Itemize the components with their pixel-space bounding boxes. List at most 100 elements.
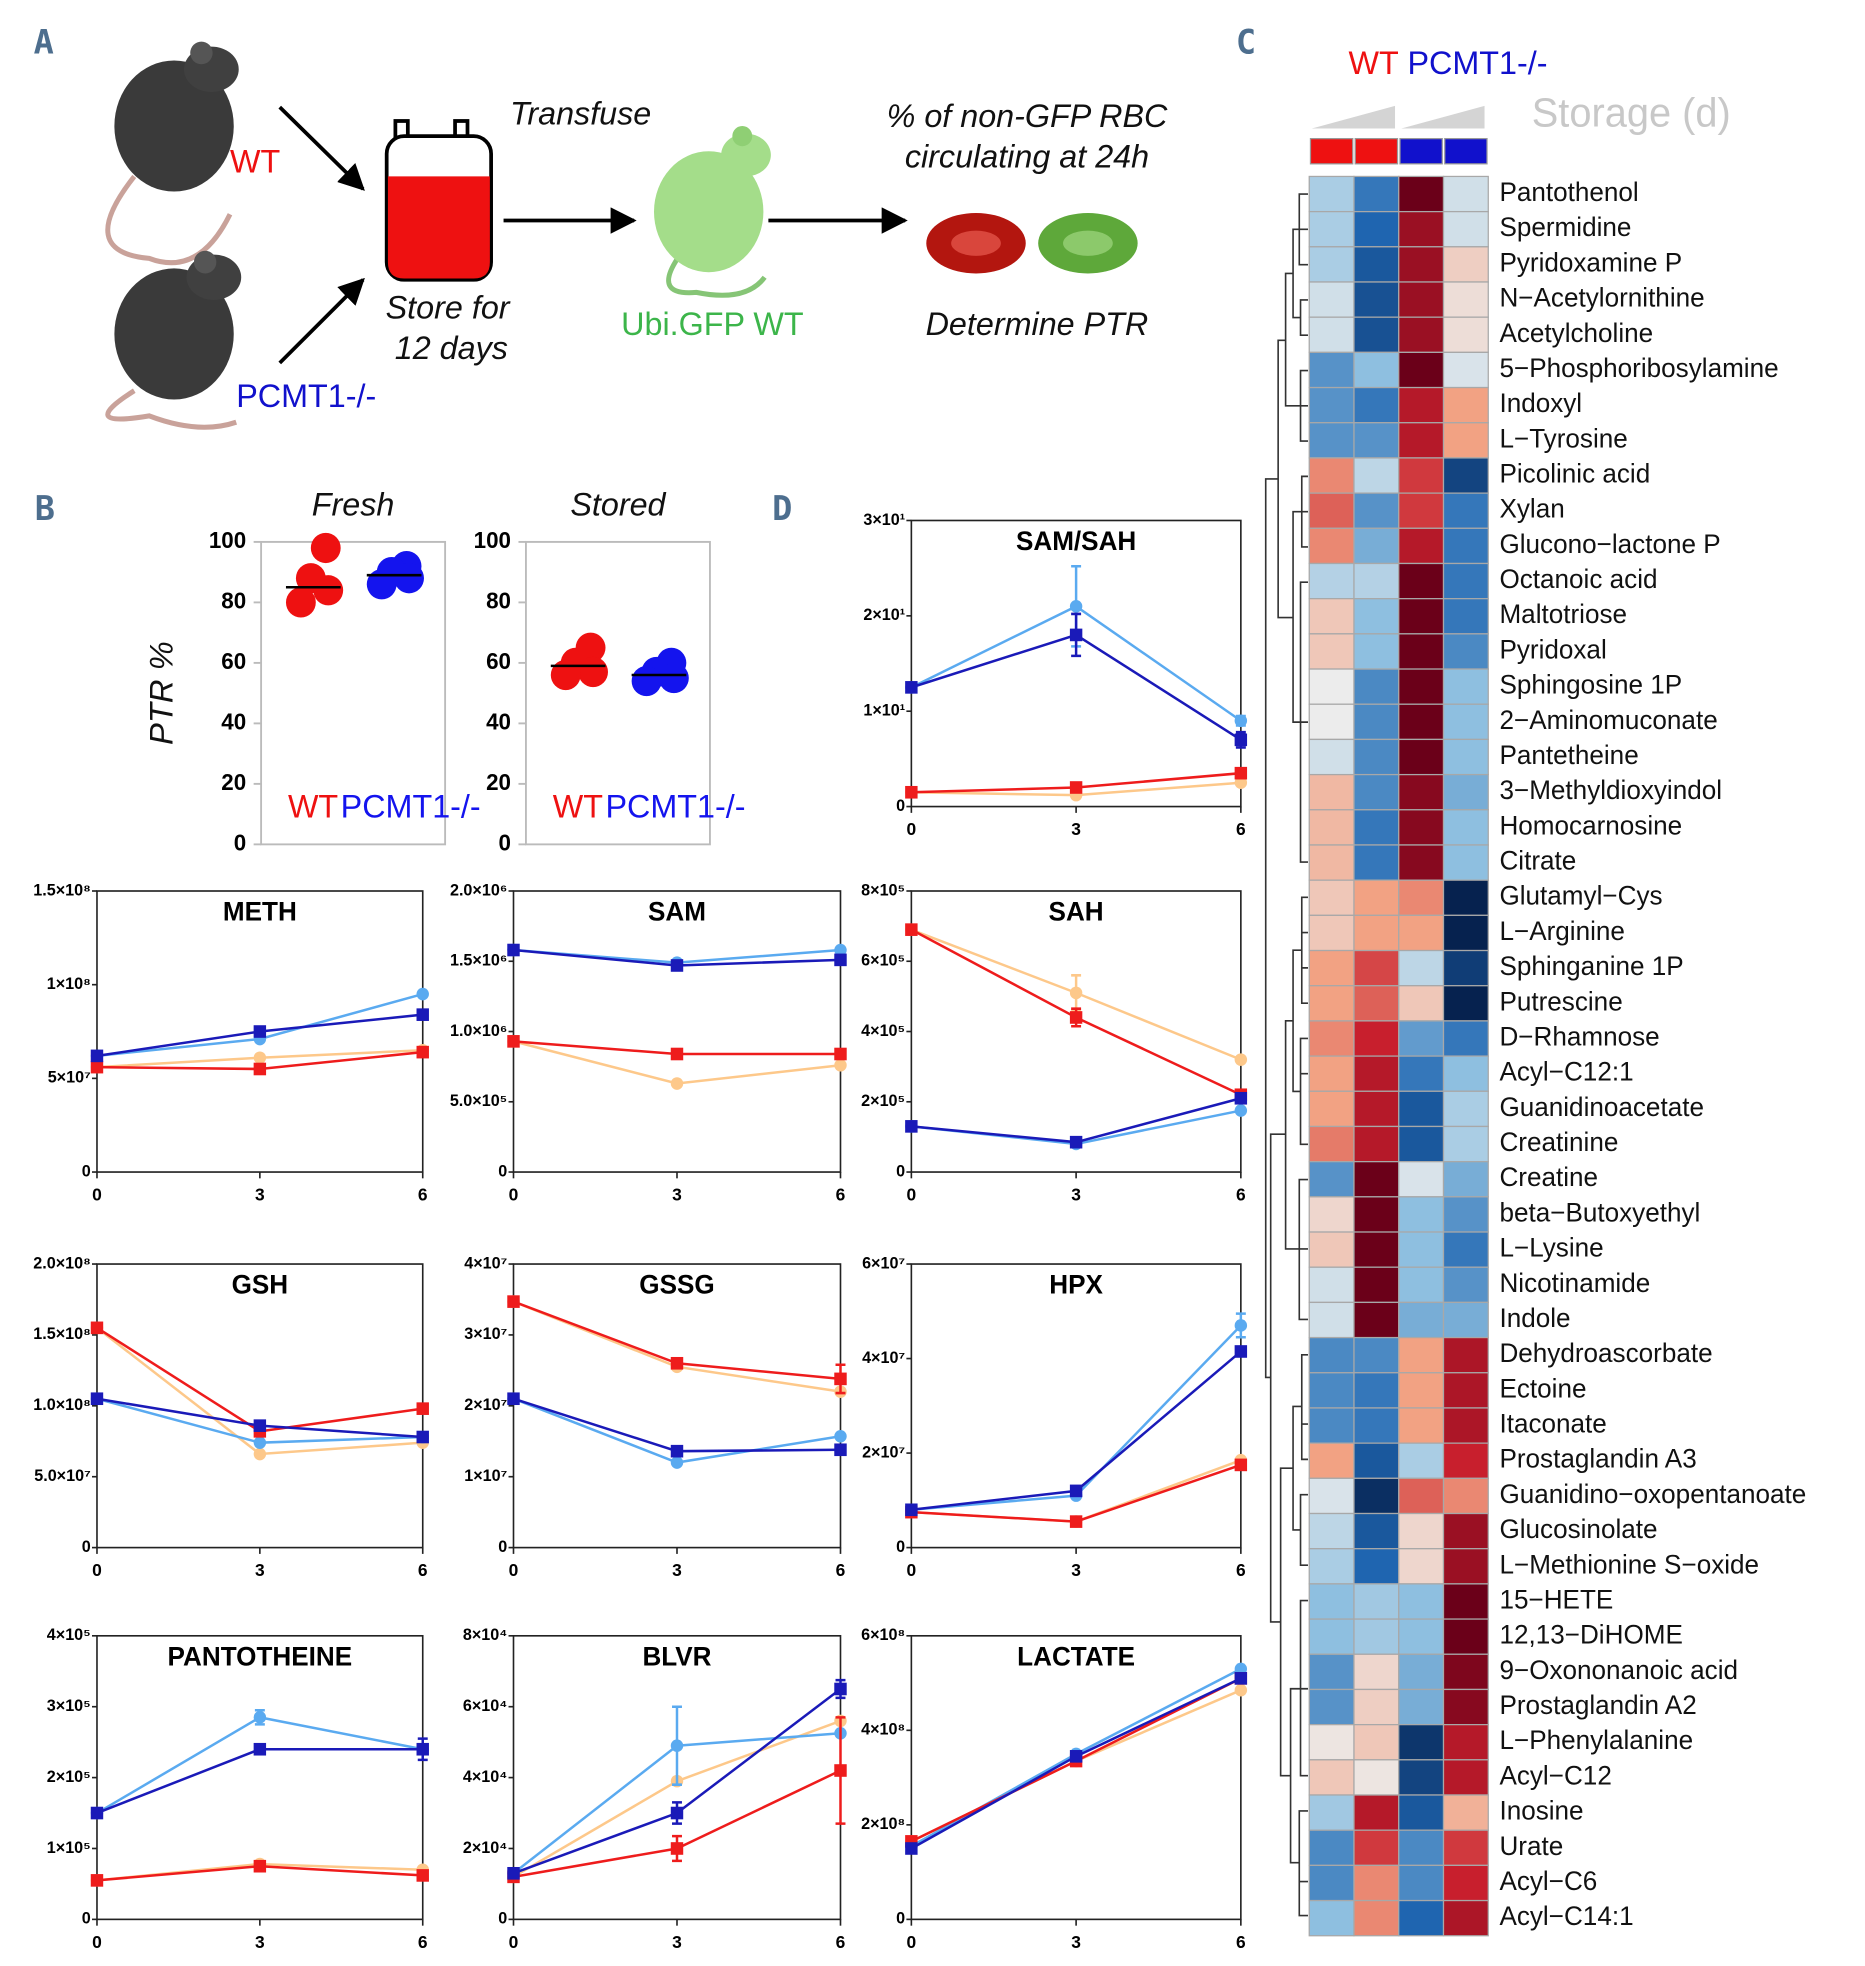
marker xyxy=(1069,1750,1083,1763)
heatmap-cell xyxy=(1398,1196,1445,1233)
x-tick-label: 6 xyxy=(1236,1560,1246,1580)
heatmap-cell xyxy=(1308,1688,1355,1726)
legend-label: WT xyxy=(1349,45,1399,81)
x-tick-label: 6 xyxy=(836,1932,846,1952)
row-label: Pyridoxal xyxy=(1499,634,1606,664)
y-tick-label: 40 xyxy=(486,709,511,734)
y-tick-label: 3×10⁵ xyxy=(47,1697,91,1715)
y-tick-label: 2×10⁵ xyxy=(47,1768,91,1786)
heatmap-cell xyxy=(1353,1372,1400,1409)
heatmap-cell xyxy=(1353,351,1400,389)
heatmap-cell xyxy=(1398,281,1445,318)
heatmap-cell xyxy=(1353,598,1400,635)
heatmap-cell xyxy=(1353,1653,1400,1691)
y-tick-label: 0 xyxy=(498,1910,507,1928)
panel-label: B xyxy=(35,489,55,528)
y-tick-label: 5.0×10⁵ xyxy=(450,1092,507,1110)
heatmap-cell xyxy=(1353,879,1400,916)
heatmap-cell xyxy=(1308,1899,1355,1937)
plot-frame xyxy=(512,1263,842,1549)
y-tick-label: 3×10¹ xyxy=(863,511,905,529)
y-tick-label: 1×10⁸ xyxy=(47,975,91,993)
heatmap-cell xyxy=(1308,1477,1355,1515)
heatmap-cell xyxy=(1442,1301,1489,1339)
heatmap-cell xyxy=(1308,281,1355,318)
heatmap-cell xyxy=(1398,949,1445,987)
heatmap-cell xyxy=(1398,1055,1445,1092)
y-tick-label: 5×10⁷ xyxy=(48,1069,91,1087)
heatmap-cell xyxy=(1442,281,1489,318)
marker xyxy=(1234,1053,1248,1066)
heatmap-cell xyxy=(1398,809,1445,846)
marker xyxy=(834,1764,847,1777)
x-tick-label: 3 xyxy=(255,1185,265,1205)
plot-frame xyxy=(524,540,711,846)
heatmap-cell xyxy=(1398,1161,1445,1198)
chart-title: SAM xyxy=(648,897,706,927)
panel-label: D xyxy=(772,489,792,528)
chart-title: PANTOTHEINE xyxy=(168,1641,353,1671)
row-label: N−Acetylornithine xyxy=(1499,282,1704,312)
row-label: Acyl−C12:1 xyxy=(1499,1057,1633,1087)
heatmap-cell xyxy=(1353,1477,1400,1515)
row-label: Guanidino−oxopentanoate xyxy=(1499,1479,1806,1509)
chart-title: METH xyxy=(223,897,297,927)
heatmap-cell xyxy=(1442,1688,1489,1726)
y-axis-label: PTR % xyxy=(144,641,180,745)
y-tick-label: 0 xyxy=(499,830,511,855)
marker xyxy=(670,1456,684,1469)
heatmap-cell xyxy=(1308,562,1355,600)
heatmap-cell xyxy=(1308,1020,1355,1057)
label: PCMT1-/- xyxy=(236,378,376,414)
heatmap-cell xyxy=(1442,175,1489,213)
marker xyxy=(905,681,918,694)
marker xyxy=(1069,628,1083,642)
y-tick-label: 0 xyxy=(82,1162,91,1180)
heatmap-cell xyxy=(1442,738,1489,776)
marker xyxy=(905,1842,918,1855)
heatmap-cell xyxy=(1353,246,1400,283)
heatmap-cell xyxy=(1353,1125,1400,1163)
row-label: Maltotriose xyxy=(1499,599,1627,629)
marker xyxy=(834,943,847,957)
heatmap-cell xyxy=(1308,1372,1355,1409)
row-label: Indole xyxy=(1499,1303,1570,1333)
heatmap-cell xyxy=(1353,809,1400,846)
row-label: 5−Phosphoribosylamine xyxy=(1499,353,1778,383)
heatmap-cell xyxy=(1442,1899,1489,1937)
row-label: Homocarnosine xyxy=(1499,810,1682,840)
row-label: Itaconate xyxy=(1499,1408,1606,1438)
y-tick-label: 60 xyxy=(221,649,246,674)
marker xyxy=(90,1060,104,1074)
heatmap-cell xyxy=(1308,1407,1355,1444)
heatmap-cell xyxy=(1308,1442,1355,1479)
y-tick-label: 40 xyxy=(221,709,246,734)
y-tick-label: 4×10⁸ xyxy=(861,1721,905,1739)
dot xyxy=(578,656,608,688)
y-tick-label: 3×10⁷ xyxy=(464,1325,507,1343)
heatmap-cell xyxy=(1398,633,1445,670)
heatmap-cell xyxy=(1398,1583,1445,1620)
heatmap-cell xyxy=(1442,457,1489,494)
y-tick-label: 80 xyxy=(221,588,246,613)
marker xyxy=(905,1503,918,1517)
heatmap-cell xyxy=(1442,1794,1489,1831)
heatmap-cell xyxy=(1308,1301,1355,1339)
row-label: Glutamyl−Cys xyxy=(1499,881,1662,911)
plot-frame xyxy=(260,540,447,846)
x-tick-label: 6 xyxy=(418,1932,428,1952)
heatmap-cell xyxy=(1353,773,1400,811)
heatmap-cell xyxy=(1353,1829,1400,1867)
chart-title: SAM/SAH xyxy=(1016,526,1136,556)
y-tick-label: 1.5×10⁶ xyxy=(450,951,507,969)
heatmap-cell xyxy=(1353,492,1400,529)
gfp-cell xyxy=(1063,230,1113,256)
row-label: L−Arginine xyxy=(1499,916,1624,946)
marker xyxy=(90,1874,104,1887)
row-label: Putrescine xyxy=(1499,986,1622,1016)
row-label: Acyl−C14:1 xyxy=(1499,1901,1633,1931)
marker xyxy=(507,1035,520,1048)
heatmap-cell xyxy=(1353,1864,1400,1902)
heatmap-cell xyxy=(1353,175,1400,213)
